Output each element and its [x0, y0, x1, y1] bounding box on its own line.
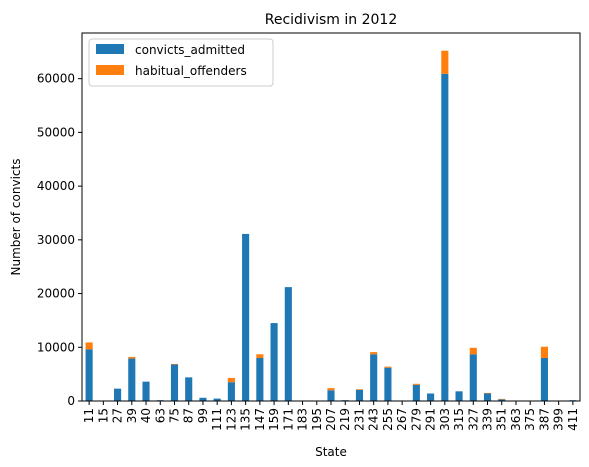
bar-convicts_admitted-147 [256, 358, 264, 401]
bar-convicts_admitted-40 [142, 381, 150, 401]
x-tick-label-351: 351 [495, 408, 509, 431]
y-tick-label-50000: 50000 [37, 125, 75, 139]
bar-habitual_offenders-231 [355, 389, 364, 390]
x-tick-label-375: 375 [523, 408, 537, 431]
bar-convicts_admitted-11 [85, 349, 93, 401]
x-tick-label-111: 111 [210, 408, 224, 431]
bar-habitual_offenders-11 [85, 342, 93, 350]
bar-convicts_admitted-99 [199, 397, 207, 401]
x-tick-label-315: 315 [452, 408, 466, 431]
x-tick-label-39: 39 [125, 408, 139, 423]
x-tick-label-363: 363 [509, 408, 523, 431]
bar-habitual_offenders-303 [441, 50, 449, 74]
x-tick-label-303: 303 [438, 408, 452, 431]
bar-convicts_admitted-123 [227, 382, 235, 401]
y-axis-label: Number of convicts [9, 159, 23, 276]
bar-habitual_offenders-279 [412, 383, 420, 385]
x-tick-label-27: 27 [111, 408, 125, 423]
x-tick-label-40: 40 [139, 408, 153, 423]
x-tick-label-11: 11 [82, 408, 96, 423]
x-tick-label-399: 399 [552, 408, 566, 431]
y-tick-label-40000: 40000 [37, 179, 75, 193]
bar-convicts_admitted-135 [242, 233, 250, 401]
y-tick-label-0: 0 [67, 394, 75, 408]
x-tick-label-15: 15 [96, 408, 110, 423]
bar-habitual_offenders-351 [498, 398, 506, 400]
bar-convicts_admitted-291 [427, 393, 435, 401]
legend-swatch-convicts_admitted [96, 44, 124, 54]
x-tick-label-75: 75 [167, 408, 181, 423]
x-tick-label-219: 219 [338, 408, 352, 431]
legend-frame [88, 38, 274, 87]
bar-convicts_admitted-327 [469, 354, 477, 401]
x-tick-label-171: 171 [281, 408, 295, 431]
x-tick-label-255: 255 [381, 408, 395, 431]
x-tick-label-195: 195 [310, 408, 324, 431]
bar-habitual_offenders-123 [227, 377, 235, 383]
legend-label-habitual_offenders: habitual_offenders [135, 64, 247, 78]
bar-habitual_offenders-243 [370, 352, 378, 355]
bar-convicts_admitted-303 [441, 73, 449, 401]
legend: convicts_admitted habitual_offenders [88, 38, 274, 87]
bar-convicts_admitted-87 [185, 377, 193, 401]
bar-habitual_offenders-387 [540, 346, 548, 359]
x-tick-label-99: 99 [196, 408, 210, 423]
bar-habitual_offenders-327 [469, 347, 477, 355]
bar-habitual_offenders-339 [483, 392, 492, 394]
bar-habitual_offenders-75 [170, 363, 179, 365]
x-tick-label-387: 387 [537, 408, 551, 431]
bar-convicts_admitted-111 [213, 398, 221, 401]
y-tick-label-60000: 60000 [37, 72, 75, 86]
bar-convicts_admitted-231 [355, 389, 364, 401]
bar-convicts_admitted-171 [284, 287, 292, 401]
legend-swatch-habitual_offenders [96, 65, 124, 75]
y-axis: 0 10000 20000 30000 40000 50000 60000 [37, 72, 82, 408]
x-tick-label-159: 159 [267, 408, 281, 431]
bar-convicts_admitted-387 [540, 358, 548, 401]
x-tick-label-339: 339 [481, 408, 495, 431]
bar-habitual_offenders-147 [256, 354, 264, 359]
plot-frame [81, 32, 581, 402]
chart-title: Recidivism in 2012 [265, 12, 397, 28]
x-tick-label-279: 279 [409, 408, 423, 431]
y-tick-label-30000: 30000 [37, 233, 75, 247]
x-tick-label-123: 123 [224, 408, 238, 431]
bar-convicts_admitted-27 [114, 388, 122, 401]
bars-group [85, 50, 577, 401]
y-tick-label-20000: 20000 [37, 287, 75, 301]
x-tick-label-231: 231 [352, 408, 366, 431]
x-tick-label-291: 291 [424, 408, 438, 431]
x-tick-label-207: 207 [324, 408, 338, 431]
x-tick-label-135: 135 [239, 408, 253, 431]
bar-convicts_admitted-159 [270, 323, 278, 401]
bar-habitual_offenders-255 [384, 366, 392, 368]
bar-convicts_admitted-315 [455, 391, 463, 401]
x-tick-label-243: 243 [367, 408, 381, 431]
x-axis: 11 15 27 39 40 63 75 87 99 111 123 135 147 159 171 183 1… [82, 401, 580, 431]
x-tick-label-63: 63 [153, 408, 167, 423]
x-tick-label-411: 411 [566, 408, 580, 431]
x-tick-label-183: 183 [296, 408, 310, 431]
bar-convicts_admitted-39 [128, 358, 136, 401]
y-tick-label-10000: 10000 [37, 340, 75, 354]
bar-convicts_admitted-255 [384, 367, 392, 401]
bar-habitual_offenders-39 [128, 356, 136, 359]
x-tick-label-267: 267 [395, 408, 409, 431]
legend-label-convicts_admitted: convicts_admitted [135, 43, 245, 57]
x-axis-label: State [315, 445, 347, 459]
bar-convicts_admitted-279 [412, 384, 420, 401]
x-tick-label-147: 147 [253, 408, 267, 431]
bar-convicts_admitted-339 [483, 393, 492, 401]
bar-habitual_offenders-207 [327, 388, 335, 391]
bar-convicts_admitted-243 [370, 354, 378, 401]
bar-convicts_admitted-75 [170, 364, 179, 401]
bar-convicts_admitted-351 [498, 399, 506, 401]
x-tick-label-327: 327 [466, 408, 480, 431]
x-tick-label-87: 87 [182, 408, 196, 423]
bar-convicts_admitted-207 [327, 390, 335, 401]
